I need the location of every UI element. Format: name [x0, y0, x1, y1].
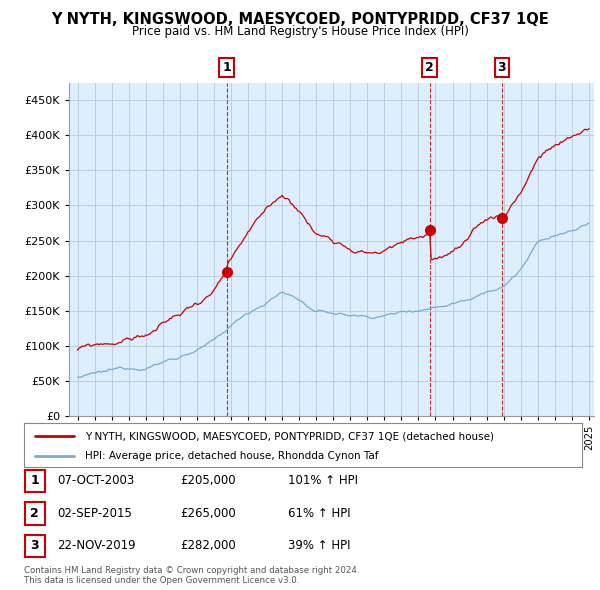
Text: £282,000: £282,000	[180, 539, 236, 552]
Text: 3: 3	[497, 61, 506, 74]
Text: 1: 1	[222, 61, 231, 74]
Text: Contains HM Land Registry data © Crown copyright and database right 2024.: Contains HM Land Registry data © Crown c…	[24, 566, 359, 575]
Text: £205,000: £205,000	[180, 474, 236, 487]
Text: Y NYTH, KINGSWOOD, MAESYCOED, PONTYPRIDD, CF37 1QE: Y NYTH, KINGSWOOD, MAESYCOED, PONTYPRIDD…	[51, 12, 549, 27]
Text: 101% ↑ HPI: 101% ↑ HPI	[288, 474, 358, 487]
Text: £265,000: £265,000	[180, 507, 236, 520]
Text: 1: 1	[31, 474, 39, 487]
Text: This data is licensed under the Open Government Licence v3.0.: This data is licensed under the Open Gov…	[24, 576, 299, 585]
Text: Price paid vs. HM Land Registry's House Price Index (HPI): Price paid vs. HM Land Registry's House …	[131, 25, 469, 38]
Text: 02-SEP-2015: 02-SEP-2015	[57, 507, 132, 520]
Text: Y NYTH, KINGSWOOD, MAESYCOED, PONTYPRIDD, CF37 1QE (detached house): Y NYTH, KINGSWOOD, MAESYCOED, PONTYPRIDD…	[85, 431, 494, 441]
Text: 2: 2	[425, 61, 434, 74]
Text: 3: 3	[31, 539, 39, 552]
Text: 39% ↑ HPI: 39% ↑ HPI	[288, 539, 350, 552]
Text: 22-NOV-2019: 22-NOV-2019	[57, 539, 136, 552]
Text: 2: 2	[31, 507, 39, 520]
Text: HPI: Average price, detached house, Rhondda Cynon Taf: HPI: Average price, detached house, Rhon…	[85, 451, 379, 461]
Text: 07-OCT-2003: 07-OCT-2003	[57, 474, 134, 487]
Text: 61% ↑ HPI: 61% ↑ HPI	[288, 507, 350, 520]
